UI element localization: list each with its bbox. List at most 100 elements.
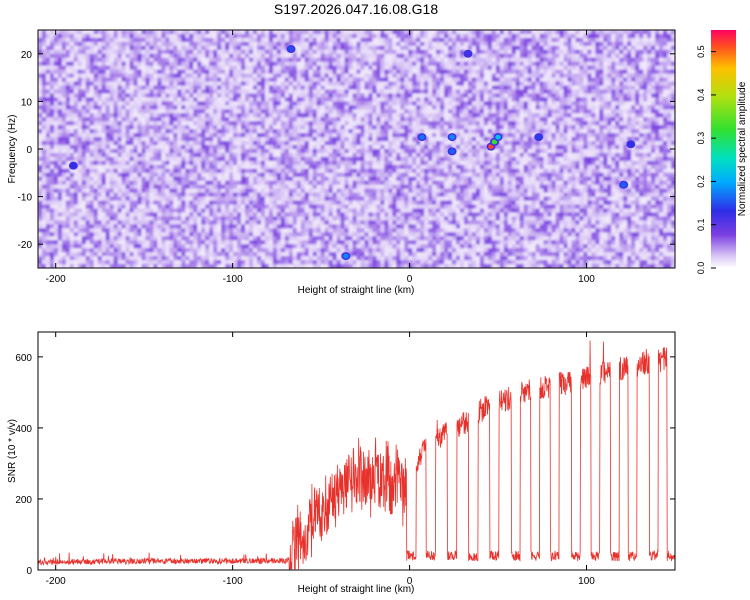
heatmap-cell [324, 164, 330, 170]
heatmap-cell [256, 168, 262, 174]
heatmap-cell [280, 125, 286, 130]
heatmap-cell [105, 69, 111, 75]
heatmap-cell [316, 176, 322, 182]
heatmap-cell [356, 129, 362, 134]
heatmap-cell [149, 236, 155, 241]
heatmap-cell [145, 204, 151, 210]
heatmap-cell [153, 244, 159, 249]
heatmap-cell [85, 216, 91, 221]
heatmap-cell [280, 105, 286, 110]
heatmap-cell [268, 236, 274, 241]
heatmap-cell [336, 252, 342, 257]
heatmap-cell [249, 33, 254, 39]
heatmap-cell [268, 228, 274, 233]
heatmap-cell [97, 93, 103, 99]
heatmap-cell [340, 236, 346, 241]
heatmap-cell [149, 109, 155, 114]
heatmap-cell [189, 260, 194, 265]
heatmap-cell [117, 49, 123, 55]
heatmap-cell [308, 109, 314, 114]
heatmap-cell [356, 164, 362, 170]
heatmap-cell [177, 240, 182, 245]
heatmap-cell [133, 113, 139, 118]
heatmap-cell [237, 172, 242, 178]
heatmap-cell [292, 113, 298, 118]
heatmap-cell [264, 41, 270, 47]
heatmap-cell [276, 109, 282, 114]
heatmap-cell [113, 172, 119, 178]
heatmap-cell [205, 117, 210, 122]
heatmap-cell [165, 196, 170, 202]
heatmap-cell [101, 184, 107, 190]
heatmap-cell [165, 184, 170, 190]
heatmap-cell [85, 156, 91, 162]
heatmap-cell [256, 216, 262, 221]
heatmap-cell [324, 248, 330, 253]
heatmap-cell [300, 101, 306, 106]
heatmap-cell [133, 200, 139, 206]
heatmap-cell [316, 172, 322, 178]
heatmap-cell [85, 152, 91, 158]
heatmap-cell [137, 65, 143, 71]
heatmap-cell [296, 220, 302, 225]
heatmap-cell [276, 208, 282, 214]
heatmap-cell [304, 69, 310, 75]
heatmap-cell [109, 61, 115, 67]
heatmap-cell [197, 141, 202, 146]
heatmap-cell [256, 81, 262, 87]
heatmap-cell [197, 105, 202, 110]
heatmap-cell [344, 93, 350, 99]
heatmap-cell [165, 105, 170, 110]
heatmap-cell [73, 204, 79, 210]
heatmap-cell [312, 248, 318, 253]
heatmap-cell [165, 260, 170, 265]
heatmap-cell [145, 33, 151, 39]
heatmap-cell [249, 77, 254, 83]
heatmap-cell [332, 152, 338, 158]
heatmap-cell [177, 41, 182, 47]
heatmap-cell [284, 232, 290, 237]
heatmap-cell [149, 160, 155, 166]
heatmap-cell [304, 61, 310, 67]
heatmap-cell [133, 216, 139, 221]
heatmap-cell [312, 240, 318, 245]
heatmap-cell [73, 65, 79, 71]
heatmap-cell [161, 244, 166, 249]
heatmap-cell [308, 156, 314, 162]
heatmap-cell [109, 37, 115, 43]
heatmap-cell [65, 30, 71, 35]
heatmap-cell [336, 192, 342, 198]
heatmap-cell [233, 232, 238, 237]
heatmap-cell [137, 113, 143, 118]
heatmap-cell [113, 164, 119, 170]
heatmap-cell [185, 129, 190, 134]
heatmap-cell [320, 145, 326, 150]
heatmap-cell [304, 97, 310, 102]
heatmap-cell [81, 228, 87, 233]
heatmap-cell [65, 85, 71, 91]
heatmap-cell [57, 121, 63, 126]
heatmap-cell [340, 168, 346, 174]
heatmap-cell [49, 30, 55, 35]
heatmap-cell [85, 30, 91, 35]
heatmap-cell [117, 252, 123, 257]
heatmap-cell [181, 256, 186, 261]
heatmap-cell [113, 57, 119, 63]
heatmap-cell [225, 53, 230, 59]
heatmap-cell [38, 53, 43, 59]
heatmap-cell [280, 152, 286, 158]
heatmap-cell [221, 196, 226, 202]
heatmap-cell [356, 30, 362, 35]
heatmap-cell [141, 117, 147, 122]
heatmap-cell [73, 113, 79, 118]
heatmap-cell [340, 248, 346, 253]
heatmap-cell [316, 152, 322, 158]
heatmap-cell [324, 125, 330, 130]
heatmap-cell [320, 30, 326, 35]
heatmap-cell [260, 232, 266, 237]
heatmap-cell [185, 121, 190, 126]
heatmap-cell [105, 85, 111, 91]
heatmap-cell [252, 113, 258, 118]
heatmap-cell [41, 256, 47, 261]
heatmap-cell [38, 152, 43, 158]
